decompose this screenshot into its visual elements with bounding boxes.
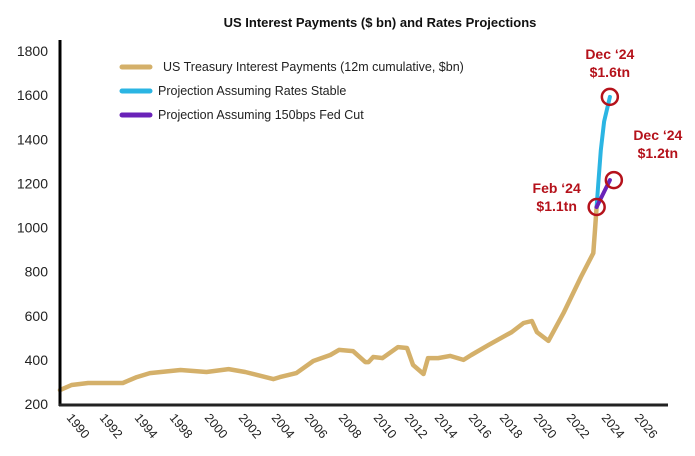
series-line-1 <box>594 94 612 209</box>
x-tick-label: 1998 <box>167 411 196 441</box>
x-tick-label: 2018 <box>497 411 526 441</box>
x-tick-label: 2010 <box>371 411 400 441</box>
y-tick-label: 1400 <box>17 131 48 147</box>
annotation-date: Dec ‘24 <box>633 127 682 143</box>
x-tick-label: 2020 <box>531 411 560 441</box>
annotation-value: $1.1tn <box>536 198 576 214</box>
x-tick-label: 2022 <box>564 411 593 441</box>
x-tick-label: 1990 <box>64 411 93 441</box>
x-tick-label: 2024 <box>599 411 628 441</box>
legend-label: US Treasury Interest Payments (12m cumul… <box>163 60 464 74</box>
x-tick-label: 2016 <box>466 411 495 441</box>
annotation-circle <box>604 170 624 190</box>
x-tick-label: 2006 <box>302 411 331 441</box>
annotation-circle <box>600 87 620 107</box>
x-tick-label: 1994 <box>132 411 161 441</box>
x-tick-label: 2008 <box>336 411 365 441</box>
x-tick-label: 2012 <box>402 411 431 441</box>
legend-label: Projection Assuming Rates Stable <box>158 84 346 98</box>
x-tick-label: 2004 <box>269 411 298 441</box>
y-tick-label: 800 <box>25 264 49 280</box>
y-tick-label: 400 <box>25 352 49 368</box>
y-tick-label: 1000 <box>17 220 48 236</box>
x-tick-label: 2000 <box>202 411 231 441</box>
series-line-0 <box>57 204 599 393</box>
x-tick-label: 2014 <box>432 411 461 441</box>
y-tick-label: 200 <box>25 396 49 412</box>
y-tick-label: 1800 <box>17 43 48 59</box>
y-tick-label: 1200 <box>17 175 48 191</box>
y-tick-label: 1600 <box>17 87 48 103</box>
y-tick-label: 600 <box>25 308 49 324</box>
x-tick-label: 2026 <box>632 411 661 441</box>
legend-label: Projection Assuming 150bps Fed Cut <box>158 108 364 122</box>
annotation-value: $1.2tn <box>638 145 678 161</box>
annotation-circle <box>587 197 606 217</box>
x-tick-label: 2002 <box>236 411 265 441</box>
annotation-date: Feb ‘24 <box>533 180 581 196</box>
chart-title: US Interest Payments ($ bn) and Rates Pr… <box>224 15 537 30</box>
annotation-date: Dec ‘24 <box>585 46 634 62</box>
annotation-value: $1.6tn <box>590 64 630 80</box>
x-tick-label: 1992 <box>97 411 126 441</box>
